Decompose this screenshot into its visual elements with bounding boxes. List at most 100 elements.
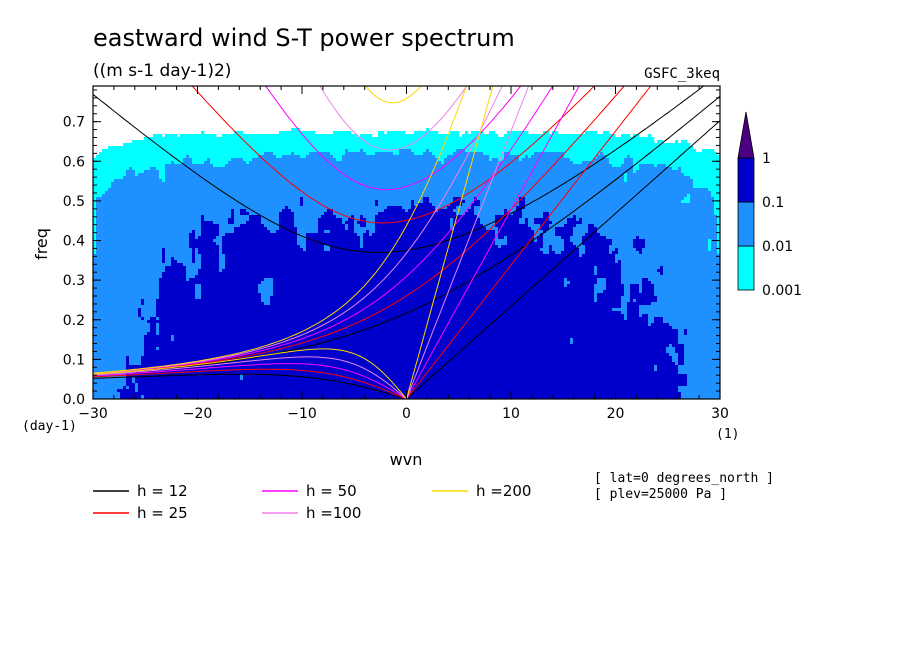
contour-cell xyxy=(231,140,234,143)
contour-cell xyxy=(204,194,207,197)
contour-cell xyxy=(309,161,312,164)
contour-cell xyxy=(393,203,396,206)
contour-cell xyxy=(501,200,504,203)
contour-cell xyxy=(444,176,447,179)
contour-cell xyxy=(660,149,663,152)
contour-cell xyxy=(216,146,219,149)
contour-cell xyxy=(159,140,162,143)
contour-cell xyxy=(453,191,456,194)
contour-cell xyxy=(327,140,330,143)
contour-cell xyxy=(210,200,213,203)
contour-cell xyxy=(681,170,684,173)
contour-cell xyxy=(204,137,207,140)
contour-cell xyxy=(324,179,327,182)
contour-cell xyxy=(690,188,693,191)
contour-cell xyxy=(390,134,393,137)
contour-cell xyxy=(201,161,204,164)
contour-cell xyxy=(255,185,258,188)
contour-cell xyxy=(165,206,168,209)
contour-cell xyxy=(384,167,387,170)
contour-cell xyxy=(441,155,444,158)
contour-cell xyxy=(660,185,663,188)
contour-cell xyxy=(174,149,177,152)
contour-cell xyxy=(288,176,291,179)
contour-cell xyxy=(258,149,261,152)
contour-cell xyxy=(153,161,156,164)
contour-cell xyxy=(525,185,528,188)
contour-cell xyxy=(198,155,201,158)
contour-cell xyxy=(687,143,690,146)
contour-cell xyxy=(393,152,396,155)
contour-cell xyxy=(390,155,393,158)
contour-cell xyxy=(168,173,171,176)
contour-cell xyxy=(333,197,336,200)
contour-cell xyxy=(573,149,576,152)
contour-cell xyxy=(198,200,201,203)
contour-cell xyxy=(501,191,504,194)
contour-cell xyxy=(432,179,435,182)
contour-cell xyxy=(102,155,105,158)
contour-cell xyxy=(360,200,363,203)
contour-cell xyxy=(201,152,204,155)
contour-cell xyxy=(597,140,600,143)
contour-cell xyxy=(189,176,192,179)
contour-cell xyxy=(99,170,102,173)
contour-cell xyxy=(426,143,429,146)
contour-cell xyxy=(594,179,597,182)
contour-cell xyxy=(279,158,282,161)
contour-cell xyxy=(132,206,135,209)
contour-cell xyxy=(651,200,654,203)
contour-cell xyxy=(285,194,288,197)
contour-cell xyxy=(99,152,102,155)
contour-cell xyxy=(198,146,201,149)
contour-cell xyxy=(294,191,297,194)
contour-cell xyxy=(399,134,402,137)
contour-cell xyxy=(615,164,618,167)
contour-cell xyxy=(669,158,672,161)
contour-cell xyxy=(318,182,321,185)
contour-cell xyxy=(543,182,546,185)
contour-cell xyxy=(126,203,129,206)
contour-cell xyxy=(198,203,201,206)
contour-cell xyxy=(645,176,648,179)
contour-cell xyxy=(378,200,381,203)
contour-cell xyxy=(189,149,192,152)
contour-cell xyxy=(393,161,396,164)
contour-cell xyxy=(576,167,579,170)
contour-cell xyxy=(435,197,438,200)
contour-cell xyxy=(285,140,288,143)
contour-cell xyxy=(123,155,126,158)
contour-cell xyxy=(222,173,225,176)
contour-cell xyxy=(405,200,408,203)
contour-cell xyxy=(273,182,276,185)
contour-cell xyxy=(150,173,153,176)
contour-cell xyxy=(351,200,354,203)
contour-cell xyxy=(579,188,582,191)
contour-cell xyxy=(624,179,627,182)
contour-cell xyxy=(342,164,345,167)
contour-cell xyxy=(648,200,651,203)
contour-cell xyxy=(600,173,603,176)
contour-cell xyxy=(156,200,159,203)
contour-cell xyxy=(195,191,198,194)
contour-cell xyxy=(411,176,414,179)
contour-cell xyxy=(141,140,144,143)
contour-cell xyxy=(531,194,534,197)
contour-cell xyxy=(123,164,126,167)
contour-cell xyxy=(459,173,462,176)
contour-cell xyxy=(192,197,195,200)
contour-cell xyxy=(639,164,642,167)
contour-cell xyxy=(123,158,126,161)
contour-cell xyxy=(297,140,300,143)
contour-cell xyxy=(348,194,351,197)
contour-cell xyxy=(315,140,318,143)
contour-cell xyxy=(579,155,582,158)
contour-cell xyxy=(219,194,222,197)
contour-cell xyxy=(285,131,288,134)
contour-cell xyxy=(645,173,648,176)
contour-cell xyxy=(255,155,258,158)
contour-cell xyxy=(363,200,366,203)
contour-cell xyxy=(162,155,165,158)
contour-cell xyxy=(288,173,291,176)
contour-cell xyxy=(639,185,642,188)
